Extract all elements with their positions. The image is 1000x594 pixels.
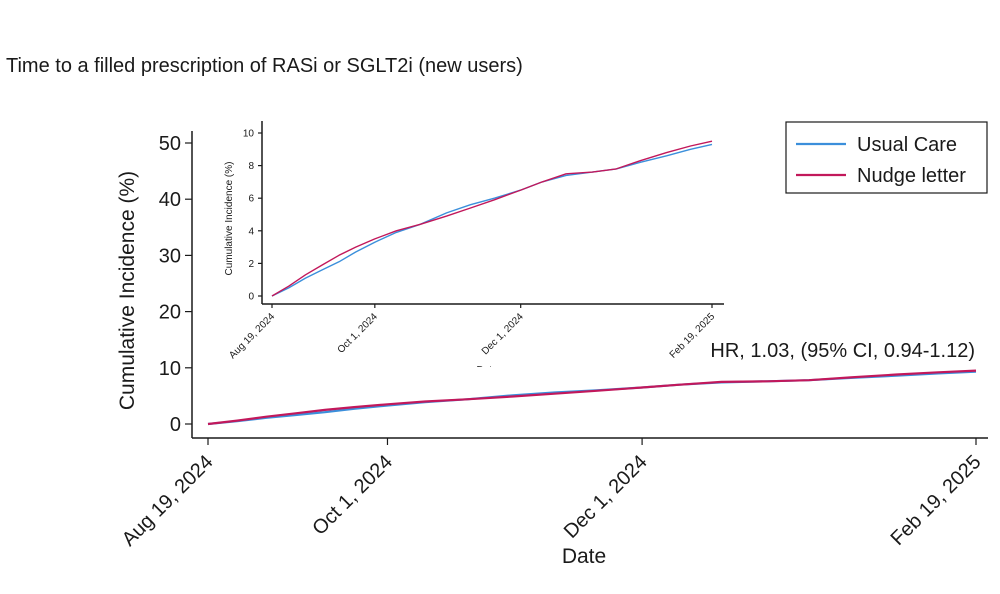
- legend: Usual Care Nudge letter: [785, 121, 988, 194]
- main-x-tick-label: Oct 1, 2024: [308, 451, 397, 540]
- legend-entry-label: Usual Care: [857, 134, 957, 156]
- main-y-axis-label: Cumulative Incidence (%): [116, 171, 139, 410]
- inset-y-axis-label: Cumulative Incidence (%): [224, 162, 235, 276]
- inset-x-tick-label: Dec 1, 2024: [480, 311, 526, 357]
- main-x-tick-label: Aug 19, 2024: [118, 451, 218, 551]
- inset-x-tick-label: Aug 19, 2024: [227, 311, 277, 361]
- inset-x-tick-label: Oct 1, 2024: [336, 311, 381, 356]
- inset-series-nudge-letter: [271, 140, 713, 297]
- legend-box: [785, 121, 988, 194]
- main-y-tick-label: 0: [170, 414, 181, 436]
- main-y-tick-label: 20: [159, 302, 181, 324]
- main-y-tick-label: 50: [159, 133, 181, 155]
- main-x-tick-label: Dec 1, 2024: [560, 451, 652, 543]
- inset-y-tick-label: 4: [248, 226, 254, 237]
- main-x-axis-label: Date: [562, 545, 606, 568]
- main-x-tick-label: Feb 19, 2025: [887, 451, 986, 550]
- inset-y-tick-label: 6: [248, 194, 254, 205]
- inset-series-usual-care: [271, 143, 713, 297]
- main-y-tick-label: 10: [159, 358, 181, 380]
- main-y-tick-label: 30: [159, 245, 181, 267]
- inset-y-tick-label: 8: [248, 161, 254, 172]
- inset-clip-mask: [440, 367, 560, 379]
- hazard-ratio-annotation: HR, 1.03, (95% CI, 0.94-1.12): [710, 340, 975, 362]
- main-series-usual-care: [207, 370, 977, 426]
- main-y-tick-label: 40: [159, 189, 181, 211]
- legend-entry-label: Nudge letter: [857, 165, 966, 187]
- inset-y-tick-label: 0: [248, 292, 254, 303]
- inset-y-tick-label: 2: [248, 259, 254, 270]
- inset-plot: 0 2 4 6 8 10 Aug 19, 2024 Oct 1, 2024 Dec 1, 202…: [224, 121, 724, 379]
- main-series-nudge-letter: [207, 369, 977, 426]
- inset-y-tick-label: 10: [243, 129, 255, 140]
- chart-title: Time to a filled prescription of RASi or…: [6, 55, 523, 77]
